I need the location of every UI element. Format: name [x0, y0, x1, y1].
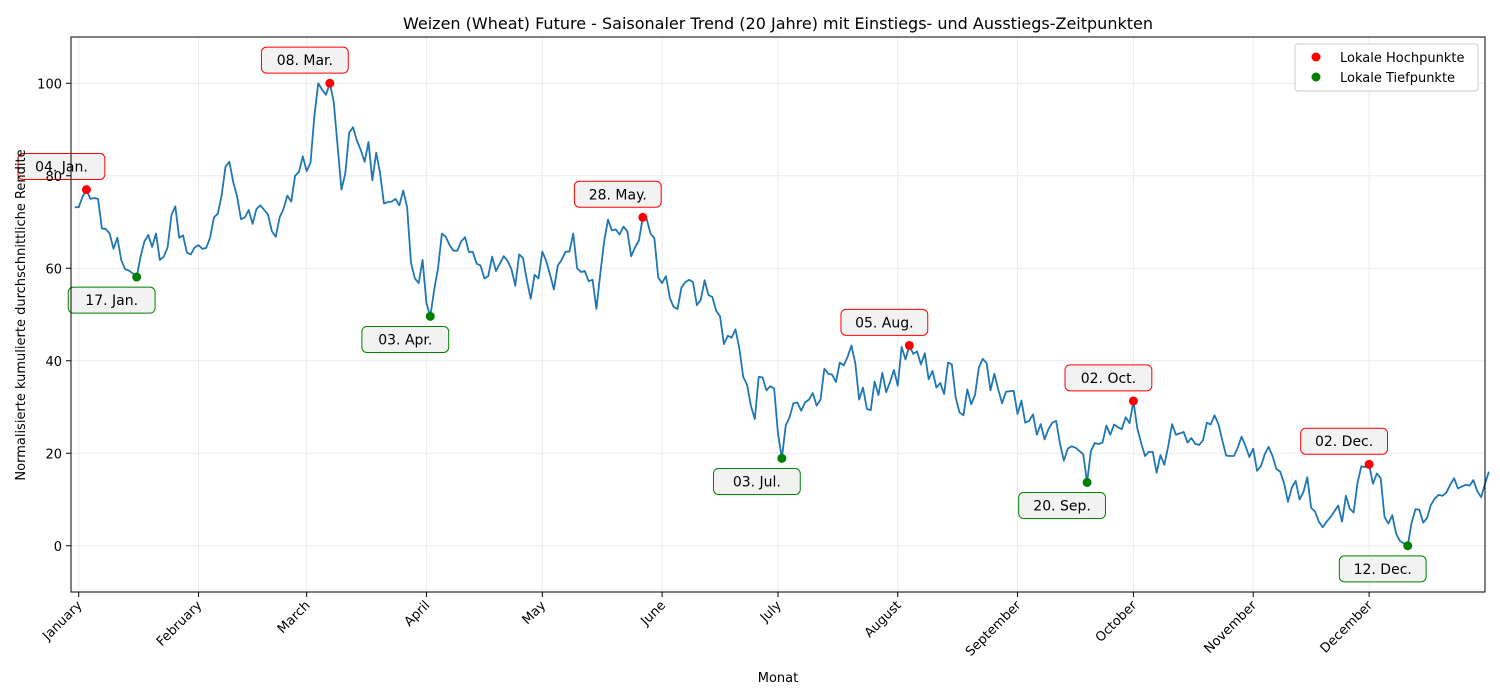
legend-box [1294, 43, 1479, 92]
x-tick-label: July [757, 598, 785, 626]
extrema-annotations: 04. Jan. 08. Mar. 28. May. 05. Aug. 02. Oct.… [17, 46, 1427, 583]
y-tick-label: 60 [45, 262, 62, 277]
high-label-box [1300, 427, 1388, 455]
x-tick-label: April [402, 598, 434, 630]
x-tick-label: September [963, 598, 1025, 660]
low-label: 12. Dec. [1354, 562, 1412, 578]
high-marker [1128, 396, 1138, 406]
y-tick-label: 80 [45, 170, 62, 185]
y-axis-label: Normalisierte kumulierte durchschnittlic… [14, 149, 29, 480]
x-tick-label: August [862, 598, 905, 641]
high-marker [904, 340, 914, 350]
low-marker [132, 272, 142, 282]
low-marker [425, 311, 435, 321]
high-label: 05. Aug. [855, 315, 914, 331]
legend: Lokale Hochpunkte Lokale Tiefpunkte [1294, 43, 1479, 92]
high-label-box [573, 180, 662, 208]
low-label-box [67, 286, 156, 314]
low-label-box [361, 325, 450, 353]
extrema-markers [81, 78, 1413, 551]
x-tick-label: June [638, 598, 669, 629]
low-label: 17. Jan. [85, 293, 138, 309]
low-label: 03. Jul. [733, 474, 781, 490]
low-label-box [1018, 492, 1106, 520]
high-label: 08. Mar. [277, 53, 333, 69]
high-label: 02. Oct. [1081, 371, 1136, 387]
high-marker [81, 185, 91, 195]
y-tick-label: 40 [45, 355, 62, 370]
y-tick-label: 20 [45, 447, 62, 462]
legend-marker [1311, 72, 1321, 82]
high-label: 02. Dec. [1315, 434, 1373, 450]
x-tick-label: October [1093, 598, 1141, 646]
x-axis: January February March April May June July Augu… [39, 592, 1376, 660]
low-label-box [712, 467, 801, 495]
x-tick-label: January [39, 598, 85, 644]
low-label: 03. Apr. [378, 332, 432, 348]
high-label-box [840, 308, 929, 336]
y-axis: 0 20 40 60 80 100 [37, 77, 71, 555]
high-label: 28. May. [589, 187, 647, 203]
legend-label: Lokale Hochpunkte [1340, 51, 1464, 66]
high-marker [325, 78, 335, 88]
legend-label: Lokale Tiefpunkte [1340, 71, 1455, 86]
high-label: 04. Jan. [35, 160, 88, 176]
low-marker [777, 453, 787, 463]
high-marker [638, 212, 648, 222]
high-label-box [260, 46, 349, 74]
low-marker [1403, 541, 1413, 551]
low-label-box [1338, 555, 1427, 583]
chart-title: Weizen (Wheat) Future - Saisonaler Trend… [403, 14, 1153, 33]
low-marker [1082, 477, 1092, 487]
grid-lines [71, 37, 1485, 592]
high-label-box [17, 153, 106, 180]
x-tick-label: May [520, 598, 550, 628]
high-label-box [1064, 364, 1153, 392]
x-tick-label: March [275, 598, 314, 637]
x-tick-label: December [1318, 598, 1377, 657]
legend-marker [1311, 52, 1321, 62]
y-tick-label: 0 [54, 540, 62, 555]
y-tick-label: 100 [37, 77, 62, 92]
x-tick-label: November [1202, 598, 1261, 657]
high-marker [1364, 459, 1374, 469]
x-tick-label: February [154, 598, 206, 650]
low-label: 20. Sep. [1033, 499, 1091, 515]
x-axis-label: Monat [758, 671, 798, 686]
